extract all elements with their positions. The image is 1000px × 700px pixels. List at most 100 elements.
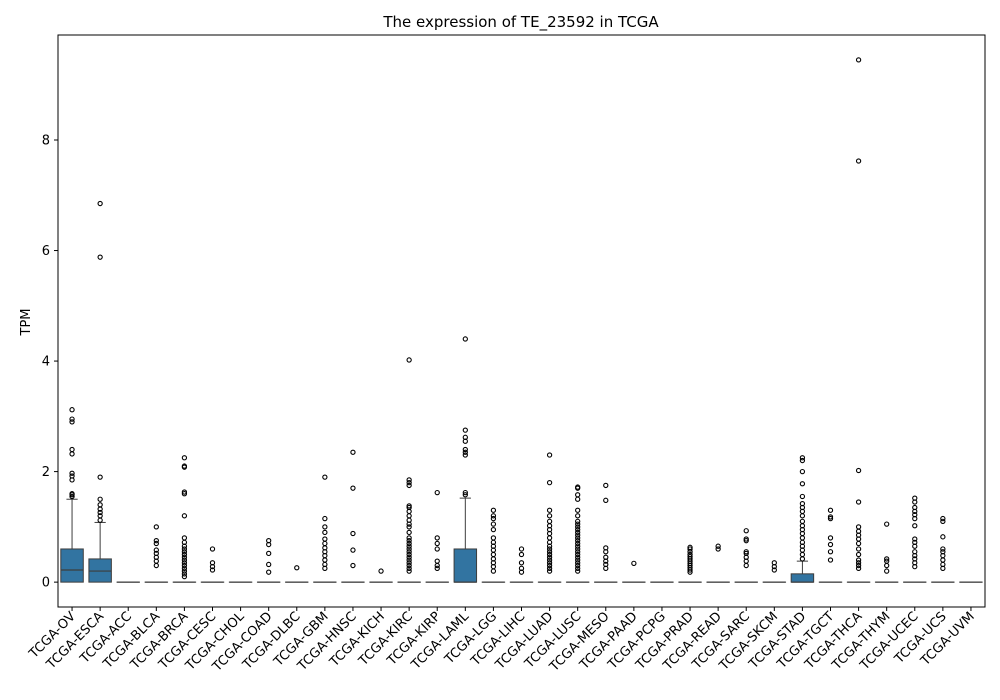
- outlier-point: [462, 449, 468, 455]
- outlier-point: [546, 480, 553, 486]
- outlier-point: [406, 477, 412, 483]
- outlier-point: [69, 470, 75, 476]
- outlier-point: [603, 482, 609, 489]
- outlier-point: [322, 524, 328, 530]
- outlier-point: [940, 549, 946, 555]
- outlier-point: [687, 544, 693, 550]
- outlier-point: [743, 528, 749, 534]
- outlier-point: [799, 513, 806, 519]
- outlier-point: [350, 530, 356, 537]
- outlier-point: [181, 546, 188, 552]
- outlier-point: [855, 158, 862, 164]
- outlier-point: [631, 560, 637, 566]
- outlier-point: [827, 541, 834, 548]
- outlier-point: [434, 558, 440, 564]
- outlier-point: [406, 551, 412, 558]
- box-group-tcga-laml: [453, 336, 478, 583]
- outlier-point: [406, 535, 412, 541]
- outlier-point: [575, 507, 581, 513]
- outlier-point: [181, 513, 188, 519]
- box-group-tcga-lihc: [509, 546, 534, 583]
- outlier-point: [209, 546, 216, 552]
- box-group-tcga-ov: [60, 407, 84, 583]
- box-group-tcga-skcm: [762, 560, 787, 583]
- outlier-point: [153, 562, 159, 569]
- plot-area: [60, 57, 983, 583]
- outlier-point: [575, 524, 581, 530]
- outlier-point: [912, 512, 918, 518]
- outlier-point: [575, 496, 581, 502]
- box-group-tcga-meso: [594, 482, 618, 583]
- outlier-point: [546, 549, 553, 555]
- outlier-point: [181, 554, 188, 560]
- outlier-point: [490, 521, 497, 527]
- outlier-point: [406, 549, 412, 555]
- outlier-point: [884, 556, 890, 562]
- outlier-point: [181, 463, 188, 469]
- outlier-point: [322, 536, 328, 542]
- outlier-point: [490, 535, 497, 541]
- outlier-point: [575, 562, 581, 569]
- outlier-point: [546, 507, 553, 513]
- outlier-point: [771, 567, 777, 573]
- outlier-point: [855, 565, 862, 571]
- outlier-point: [575, 554, 581, 560]
- outlier-point: [153, 538, 159, 544]
- outlier-point: [546, 568, 553, 574]
- outlier-point: [912, 495, 918, 501]
- outlier-point: [490, 551, 497, 558]
- box-group-tcga-kich: [369, 568, 393, 583]
- outlier-point: [855, 546, 862, 552]
- outlier-point: [855, 540, 862, 547]
- outlier-point: [575, 565, 581, 571]
- box-group-tcga-esca: [88, 200, 112, 583]
- box-group-tcga-blca: [144, 524, 169, 583]
- outlier-point: [940, 534, 946, 540]
- outlier-point: [575, 560, 581, 566]
- outlier-point: [855, 562, 862, 569]
- outlier-point: [799, 457, 806, 464]
- box-group-tcga-read: [706, 543, 730, 583]
- outlier-point: [266, 561, 272, 568]
- box: [60, 548, 84, 583]
- y-tick-label: 6: [42, 244, 50, 259]
- outlier-point: [575, 518, 581, 524]
- outlier-point: [827, 535, 834, 541]
- y-tick-label: 8: [42, 134, 50, 149]
- outlier-point: [490, 515, 497, 522]
- outlier-point: [575, 551, 581, 558]
- outlier-point: [546, 560, 553, 566]
- outlier-point: [153, 540, 159, 547]
- outlier-point: [406, 546, 412, 552]
- box-group-tcga-luad: [537, 452, 562, 583]
- outlier-point: [462, 489, 468, 496]
- outlier-point: [827, 507, 834, 513]
- outlier-point: [434, 540, 440, 547]
- outlier-point: [884, 558, 890, 564]
- outlier-point: [912, 549, 918, 555]
- outlier-point: [575, 549, 581, 555]
- outlier-point: [855, 524, 862, 530]
- box: [790, 573, 815, 583]
- outlier-point: [546, 518, 553, 524]
- outlier-point: [406, 357, 412, 363]
- outlier-point: [181, 565, 188, 571]
- outlier-point: [378, 568, 384, 574]
- outlier-point: [181, 455, 188, 461]
- outlier-point: [687, 551, 693, 558]
- outlier-point: [575, 540, 581, 547]
- box-group-tcga-prad: [678, 544, 702, 583]
- outlier-point: [799, 501, 806, 507]
- outlier-point: [855, 551, 862, 558]
- outlier-point: [912, 504, 918, 511]
- outlier-point: [490, 568, 497, 574]
- outlier-point: [97, 200, 103, 207]
- outlier-point: [603, 561, 609, 568]
- box-group-tcga-coad: [256, 538, 281, 583]
- outlier-point: [912, 539, 918, 545]
- box-group-tcga-ucec: [903, 495, 927, 583]
- outlier-point: [827, 515, 834, 522]
- box-group-tcga-tgct: [818, 507, 843, 583]
- outlier-point: [603, 545, 609, 551]
- outlier-point: [181, 557, 188, 563]
